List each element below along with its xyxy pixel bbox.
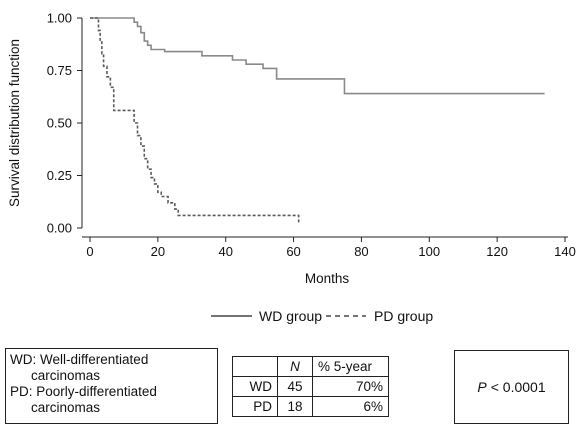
series-line-wd xyxy=(90,17,545,95)
x-tick-label: 40 xyxy=(218,244,232,259)
x-tick-label: 120 xyxy=(486,244,508,259)
table-header-cell: N xyxy=(277,356,313,377)
table-row: PD 18 6% xyxy=(232,396,389,417)
y-axis-label: Survival distribution function xyxy=(7,39,22,207)
y-ticks: 0.00 0.25 0.50 0.75 1.00 xyxy=(47,11,82,236)
x-ticks: 0 20 40 60 80 100 120 140 xyxy=(86,237,576,259)
plot-area: 0.00 0.25 0.50 0.75 1.00 0 20 40 60 80 100 120 140 xyxy=(47,11,576,260)
definition-text: Poorly-differentiated xyxy=(36,384,157,399)
x-tick-label: 100 xyxy=(418,244,440,259)
series-line-pd xyxy=(90,17,300,224)
legend-pd-label: PD group xyxy=(374,308,433,324)
table-header-cell: % 5-year xyxy=(312,356,389,377)
pvalue-text: < 0.0001 xyxy=(490,379,546,395)
table-cell: 18 xyxy=(277,396,313,417)
definition-pd: PD: Poorly-differentiated carcinomas xyxy=(10,384,213,416)
abbreviation-box: WD: Well-differentiated carcinomas PD: P… xyxy=(5,348,218,424)
y-tick-label: 0.50 xyxy=(47,116,72,131)
y-tick-label: 0.00 xyxy=(47,221,72,236)
y-tick-label: 0.25 xyxy=(47,168,72,183)
pvalue-symbol: P xyxy=(477,379,487,395)
y-tick-label: 1.00 xyxy=(47,11,72,26)
definition-continuation: carcinomas xyxy=(31,368,101,383)
table-cell: 70% xyxy=(312,376,389,397)
definition-text: Well-differentiated xyxy=(40,352,149,367)
x-tick-label: 60 xyxy=(286,244,300,259)
definition-abbr: PD: xyxy=(10,384,33,399)
definition-continuation: carcinomas xyxy=(31,400,101,415)
table-header-row: N % 5-year xyxy=(232,356,389,377)
table-cell: 45 xyxy=(277,376,313,397)
pvalue-box: P < 0.0001 xyxy=(454,350,569,424)
survival-chart: 0.000.250.500.751.00 0 20 40 60 80 100 120 140 … xyxy=(7,11,576,325)
x-tick-label: 140 xyxy=(554,244,576,259)
x-tick-label: 80 xyxy=(354,244,368,259)
summary-table: N % 5-year WD 45 70% PD 18 6% xyxy=(232,356,389,417)
y-tick-label: 0.75 xyxy=(47,63,72,78)
table-row: WD 45 70% xyxy=(232,376,389,397)
legend-wd-label: WD group xyxy=(259,308,322,324)
legend: WD group PD group xyxy=(211,308,433,324)
series-group xyxy=(90,17,545,224)
table-cell: 6% xyxy=(312,396,389,417)
table-cell: WD xyxy=(232,376,278,397)
definition-abbr: WD: xyxy=(10,352,37,367)
table-header-cell xyxy=(232,356,278,377)
definition-wd: WD: Well-differentiated carcinomas xyxy=(10,352,213,384)
x-tick-label: 0 xyxy=(86,244,93,259)
x-axis-label: Months xyxy=(305,271,350,286)
table-cell: PD xyxy=(232,396,278,417)
x-tick-label: 20 xyxy=(151,244,165,259)
